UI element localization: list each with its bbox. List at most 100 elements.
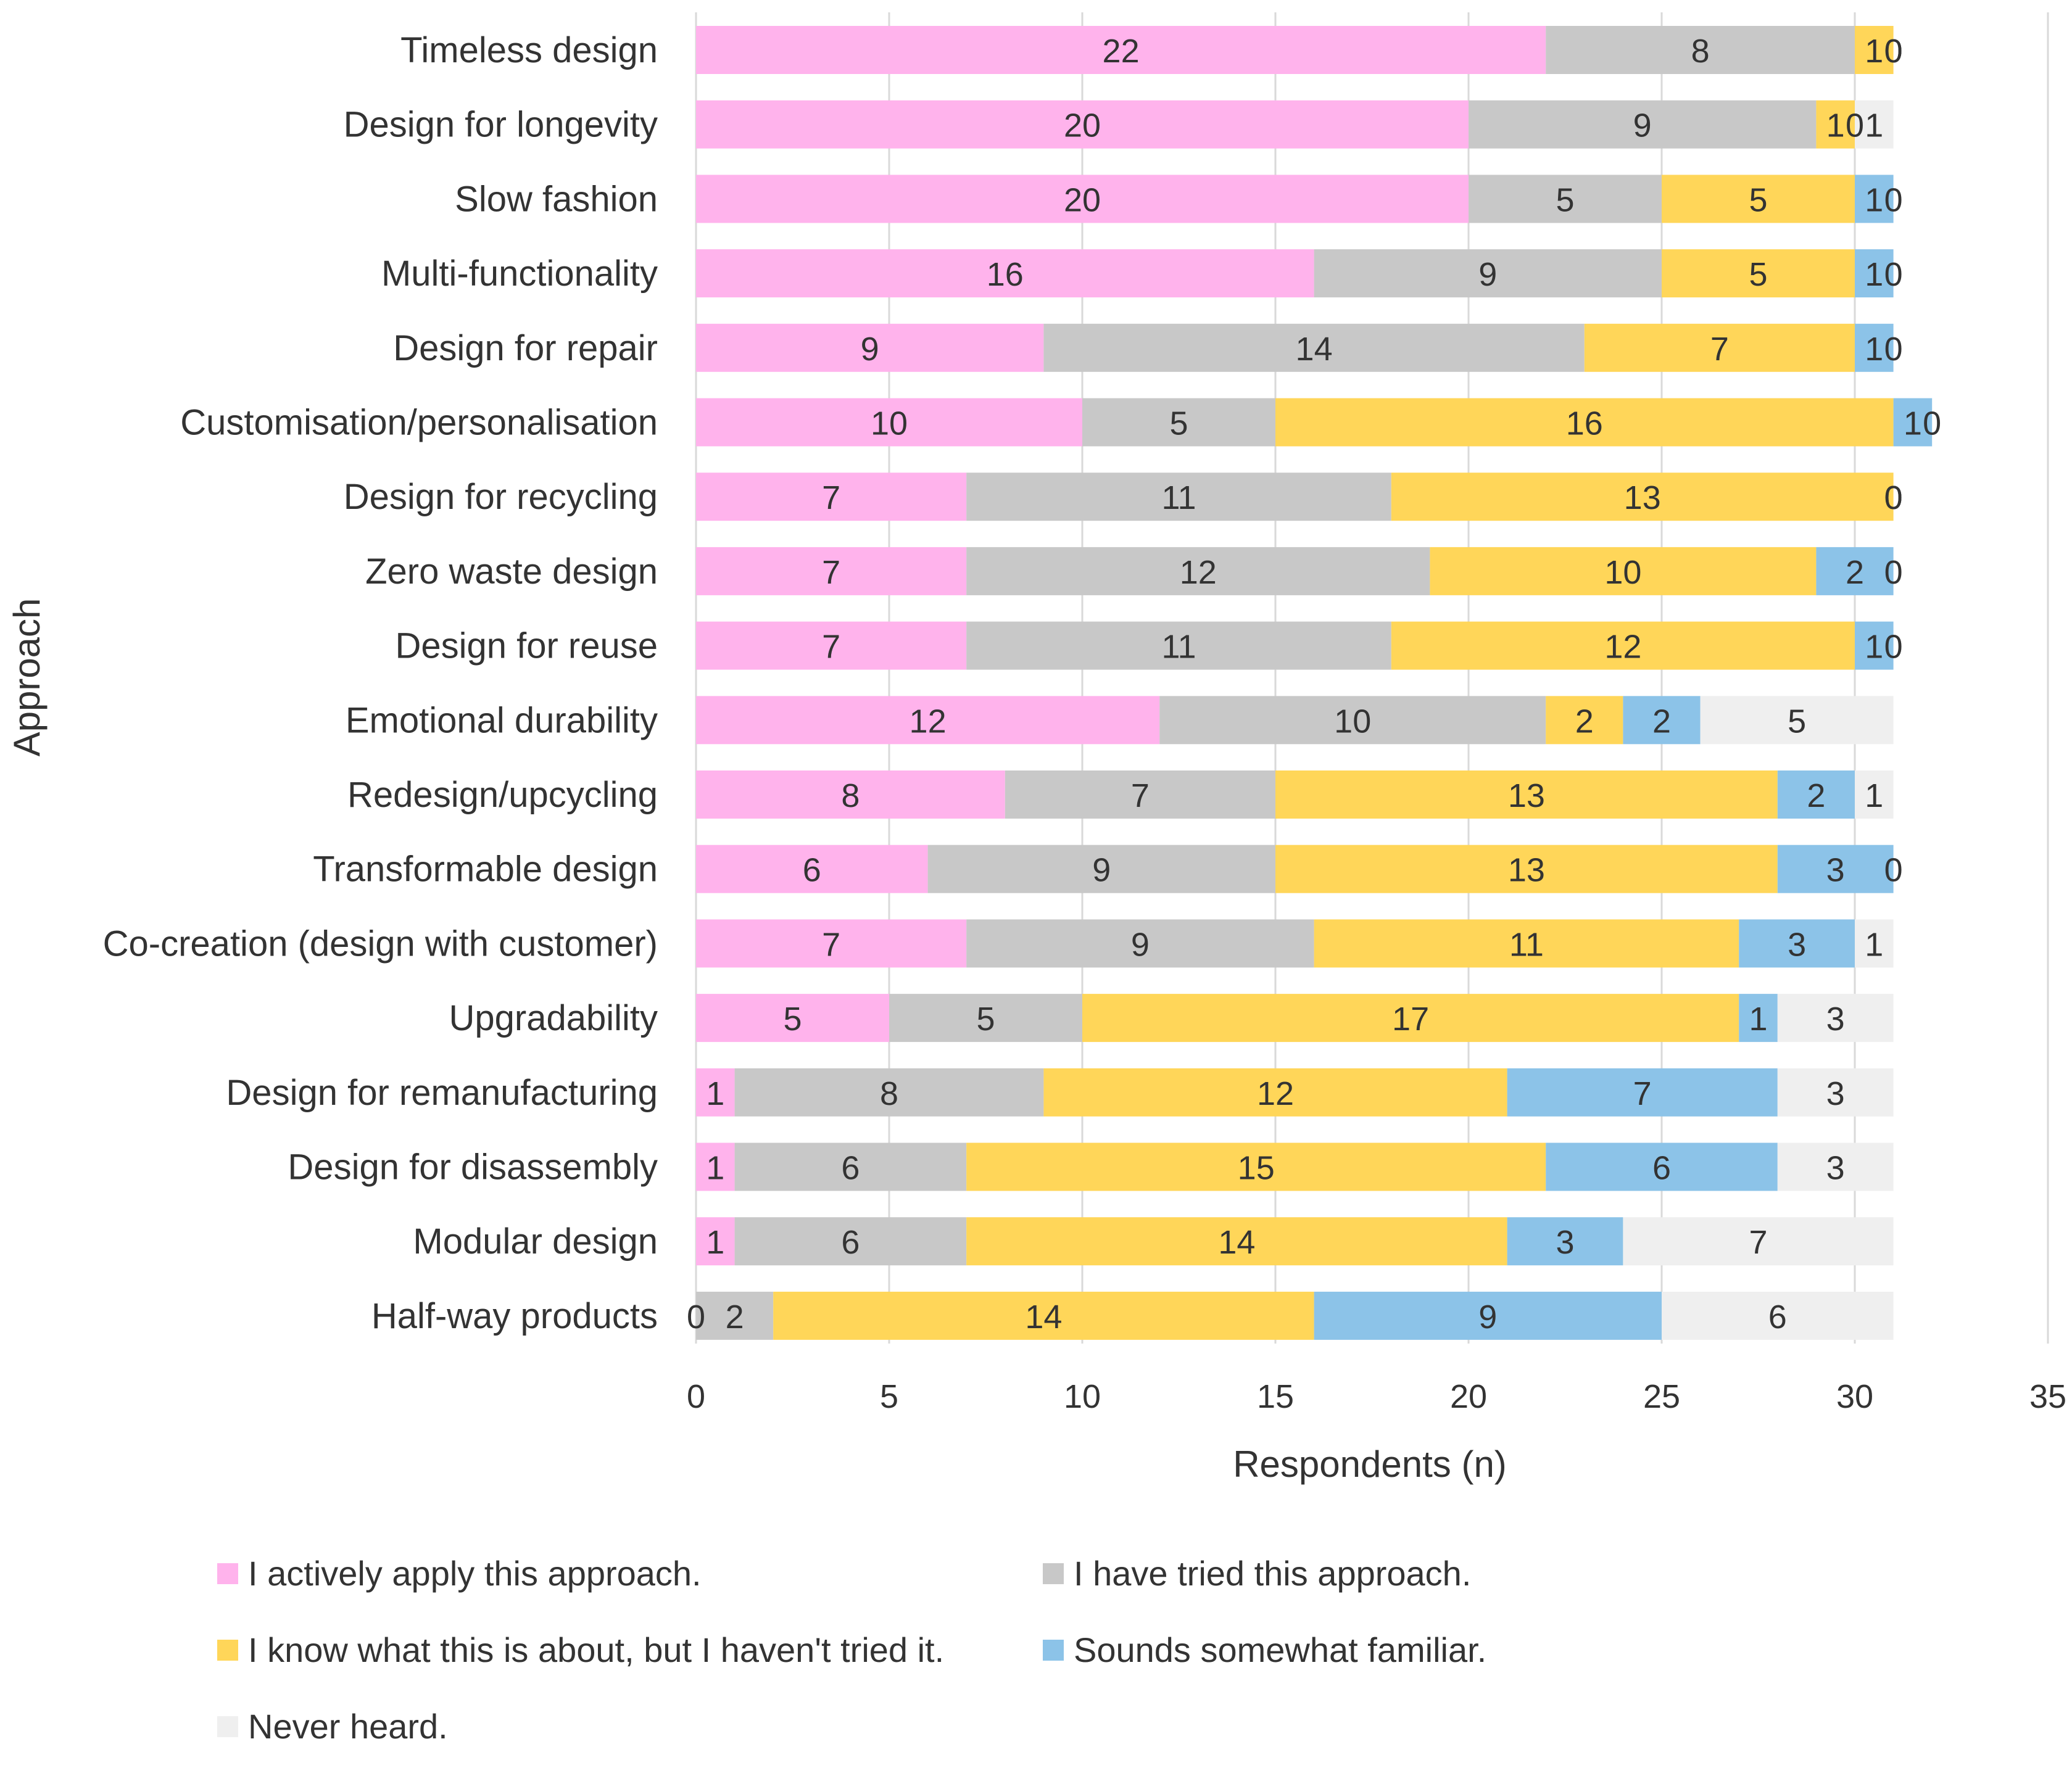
- category-label: Half-way products: [371, 1296, 658, 1336]
- bar-segment: [1082, 994, 1739, 1043]
- data-label: 1: [706, 1075, 724, 1112]
- bar-segment: [1507, 1068, 1778, 1117]
- category-label: Transformable design: [313, 849, 658, 890]
- data-label: 13: [1624, 479, 1661, 516]
- data-label: 5: [783, 1001, 802, 1038]
- legend-label: I have tried this approach.: [1074, 1554, 1471, 1593]
- gridlines: [695, 12, 2049, 1344]
- x-tick-label: 35: [2029, 1378, 2066, 1415]
- legend: I actively apply this approach. I have tr…: [217, 1554, 1486, 1746]
- bar-segment: [1700, 696, 1894, 745]
- bar-segment: [1159, 696, 1546, 745]
- data-label: 2: [726, 1299, 744, 1336]
- legend-label: I actively apply this approach.: [248, 1554, 702, 1593]
- x-tick-label: 5: [880, 1378, 898, 1415]
- bar-segment: [1469, 175, 1662, 223]
- data-label: 7: [1131, 777, 1150, 814]
- data-label: 16: [1566, 405, 1603, 442]
- data-label: 7: [822, 554, 840, 591]
- data-label: 0: [1884, 554, 1903, 591]
- data-label: 0: [1884, 852, 1903, 889]
- bar-segment: [696, 919, 967, 968]
- data-label: 12: [1604, 629, 1641, 666]
- bar-segment: [1855, 175, 1894, 223]
- data-label: 10: [1604, 554, 1641, 591]
- data-label: 3: [1826, 852, 1845, 889]
- bar-segment: [1546, 696, 1623, 745]
- legend-swatch: [1043, 1563, 1064, 1584]
- legend-swatch: [217, 1563, 238, 1584]
- data-label: 1: [1826, 107, 1845, 144]
- data-label: 14: [1296, 331, 1333, 368]
- data-label: 9: [1478, 1299, 1497, 1336]
- legend-swatch: [217, 1640, 238, 1661]
- data-label: 14: [1218, 1224, 1255, 1261]
- bar-segment: [696, 249, 1314, 298]
- data-label: 12: [1257, 1075, 1294, 1112]
- bar-segment: [696, 1068, 735, 1117]
- data-label: 12: [1180, 554, 1217, 591]
- data-label: 2: [1652, 703, 1671, 740]
- bar-segment: [696, 100, 1469, 149]
- data-label: 9: [1131, 926, 1150, 963]
- bar-segment: [1314, 919, 1739, 968]
- data-label: 8: [841, 777, 860, 814]
- data-label: 3: [1826, 1001, 1845, 1038]
- data-label: 7: [822, 479, 840, 516]
- y-axis-title: Approach: [6, 598, 48, 757]
- data-label: 7: [1633, 1075, 1652, 1112]
- data-label: 7: [822, 926, 840, 963]
- data-label: 0: [1884, 33, 1903, 70]
- category-labels: Timeless design Design for longevity Slow …: [103, 30, 658, 1336]
- category-label: Slow fashion: [455, 179, 658, 219]
- bar-segment: [966, 1217, 1507, 1266]
- bar-segment: [1777, 770, 1855, 819]
- data-label: 1: [1865, 181, 1883, 218]
- bar-segment: [1469, 100, 1817, 149]
- data-label: 22: [1103, 33, 1140, 70]
- bar-segment: [1739, 994, 1778, 1043]
- bar-segment: [1662, 1291, 1894, 1340]
- data-label: 0: [1884, 479, 1903, 516]
- bar-segment: [696, 323, 1044, 372]
- bar-segment: [1546, 1142, 1778, 1191]
- legend-label: Sounds somewhat familiar.: [1074, 1630, 1486, 1669]
- data-label: 1: [1865, 33, 1883, 70]
- data-label: 5: [1556, 181, 1574, 218]
- data-label: 13: [1508, 852, 1545, 889]
- bar-segment: [1816, 100, 1855, 149]
- data-label: 2: [1846, 554, 1864, 591]
- data-label: 16: [987, 256, 1024, 293]
- data-label: 6: [841, 1224, 860, 1261]
- data-label: 15: [1238, 1150, 1275, 1187]
- bar-segment: [696, 547, 967, 595]
- data-label: 11: [1509, 926, 1544, 963]
- bar-segment: [1893, 398, 1933, 447]
- category-label: Design for longevity: [344, 105, 658, 145]
- legend-label: Never heard.: [248, 1707, 448, 1746]
- bar-segment: [1855, 621, 1894, 670]
- data-label: 9: [1478, 256, 1497, 293]
- data-label: 3: [1788, 926, 1806, 963]
- data-label: 0: [687, 1299, 705, 1336]
- category-label: Co-creation (design with customer): [103, 923, 658, 964]
- bar-segment: [1816, 547, 1894, 595]
- data-label: 10: [1334, 703, 1371, 740]
- data-label: 3: [1826, 1150, 1845, 1187]
- data-label: 0: [1884, 479, 1903, 516]
- bar-segment: [966, 919, 1314, 968]
- bar-segment: [696, 398, 1082, 447]
- category-label: Design for recycling: [344, 477, 658, 517]
- data-label: 6: [1652, 1150, 1671, 1187]
- bar-segment: [696, 845, 928, 893]
- bar-segment: [696, 1142, 735, 1191]
- bar-segment: [1314, 249, 1662, 298]
- data-label: 2: [1807, 777, 1825, 814]
- category-label: Redesign/upcycling: [347, 775, 658, 815]
- data-label: 5: [1788, 703, 1806, 740]
- bar-segment: [1662, 249, 1855, 298]
- bar-segment: [1855, 26, 1894, 74]
- data-label: 1: [706, 1150, 724, 1187]
- x-tick-label: 20: [1450, 1378, 1487, 1415]
- category-label: Design for disassembly: [288, 1147, 658, 1188]
